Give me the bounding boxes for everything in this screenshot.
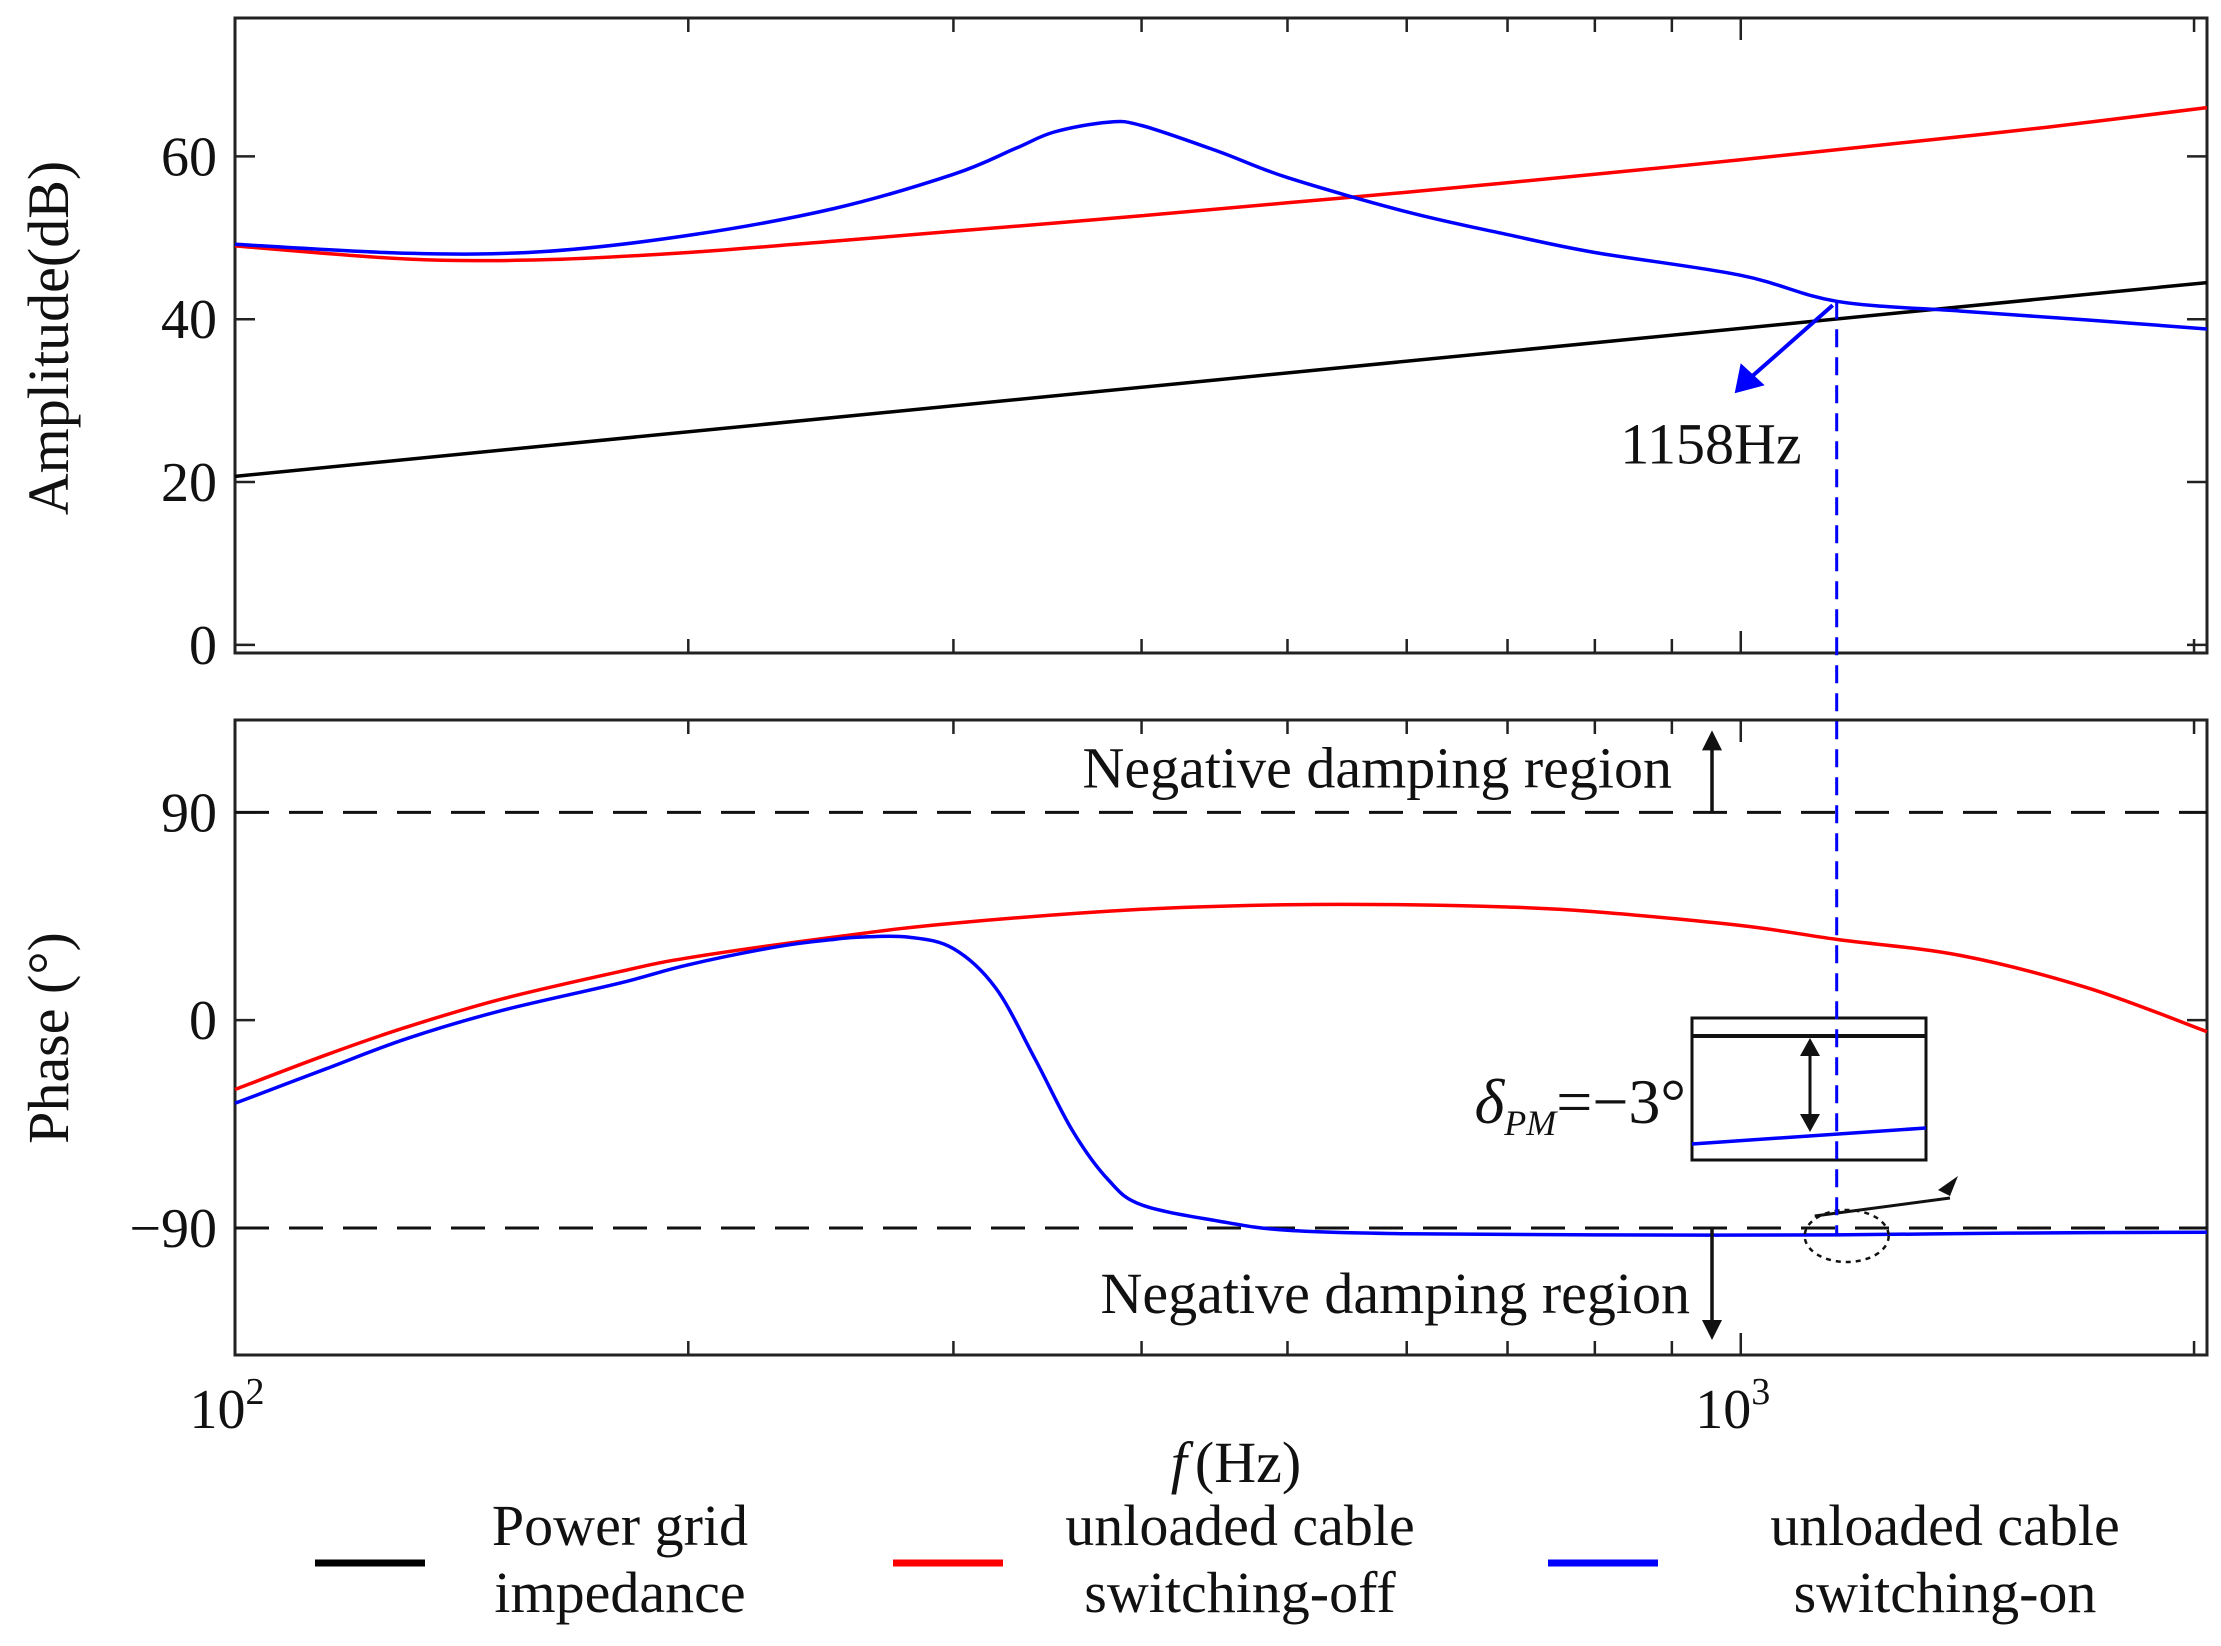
- amplitude-ticks: 0 20 40 60: [161, 18, 2207, 677]
- x-tick-labels: 102 103: [190, 1371, 1771, 1441]
- legend-label-line1: Power grid: [492, 1493, 748, 1558]
- phase-margin-symbol: δ: [1474, 1066, 1505, 1137]
- phase-panel: −90 0 90 Phase (°) Negative damping region…: [16, 718, 2209, 1357]
- y-tick-label: 60: [161, 126, 217, 188]
- legend-label-line2: impedance: [494, 1560, 745, 1625]
- amplitude-axis-label: Amplitude(dB): [16, 161, 81, 515]
- phase-series: [234, 902, 2208, 1237]
- amplitude-panel: 0 20 40 60 Amplitude(dB) 1158Hz: [16, 16, 2209, 677]
- annotation-arrow: [1747, 303, 1835, 381]
- zoom-pointer-arrowhead: [1938, 1176, 1958, 1196]
- phase-annotations: Negative damping region Negative damping …: [1083, 730, 1958, 1340]
- y-tick-label: 0: [189, 990, 217, 1052]
- legend-label-line2: switching-off: [1084, 1560, 1396, 1625]
- legend-label-line1: unloaded cable: [1770, 1493, 2119, 1558]
- inset-arrowhead-up: [1800, 1038, 1820, 1056]
- x-tick-base: 10: [1695, 1379, 1751, 1441]
- region-arrowhead-down: [1702, 1320, 1722, 1340]
- series-line-power-grid-impedance: [234, 280, 2208, 479]
- legend-label-line1: unloaded cable: [1065, 1493, 1414, 1558]
- phase-axis-label: Phase (°): [16, 932, 81, 1144]
- region-arrowhead-up: [1702, 730, 1722, 751]
- annotation-arrowhead: [1734, 363, 1765, 394]
- y-tick-label: 20: [161, 452, 217, 514]
- inset-arrowhead-down: [1800, 1114, 1820, 1132]
- zoom-pointer-arrow: [1814, 1196, 1951, 1218]
- phase-ticks: −90 0 90: [129, 720, 2207, 1355]
- phase-margin-value: =−3°: [1556, 1066, 1686, 1137]
- amplitude-annotations: 1158Hz: [1620, 303, 1835, 476]
- phase-axes-frame: [233, 718, 2209, 1357]
- y-tick-label: 40: [161, 289, 217, 351]
- frequency-annotation-label: 1158Hz: [1620, 411, 1801, 476]
- x-axis-label-symbol: f: [1171, 1430, 1194, 1495]
- series-line-unloaded-cable-switching-on: [234, 119, 2208, 331]
- y-tick-label: 90: [161, 782, 217, 844]
- x-tick-exponent: 3: [1751, 1371, 1770, 1413]
- negative-damping-label-upper: Negative damping region: [1083, 735, 1673, 800]
- series-line-unloaded-cable-switching-on: [234, 934, 2208, 1237]
- phase-margin-label: δPM=−3°: [1474, 1066, 1686, 1143]
- series-line-unloaded-cable-switching-off: [234, 902, 2208, 1092]
- series-line-unloaded-cable-switching-off: [234, 105, 2208, 263]
- y-tick-label: 0: [189, 615, 217, 677]
- amplitude-series: [234, 105, 2208, 479]
- negative-damping-label-lower: Negative damping region: [1101, 1261, 1691, 1326]
- x-tick-exponent: 2: [246, 1371, 265, 1413]
- inset-phase-line: [1691, 1126, 1927, 1146]
- x-axis-label-unit: (Hz): [1195, 1430, 1301, 1495]
- phase-margin-subscript: PM: [1503, 1103, 1558, 1143]
- y-tick-label: −90: [129, 1198, 217, 1260]
- x-axis-label: f (Hz): [1171, 1430, 1301, 1495]
- x-tick-base: 10: [190, 1379, 246, 1441]
- x-tick-label: 103: [1695, 1371, 1770, 1441]
- zoom-ellipse: [1803, 1208, 1890, 1264]
- legend-label-line2: switching-on: [1794, 1560, 2097, 1625]
- x-tick-label: 102: [190, 1371, 265, 1441]
- amplitude-axes-frame: [233, 16, 2209, 655]
